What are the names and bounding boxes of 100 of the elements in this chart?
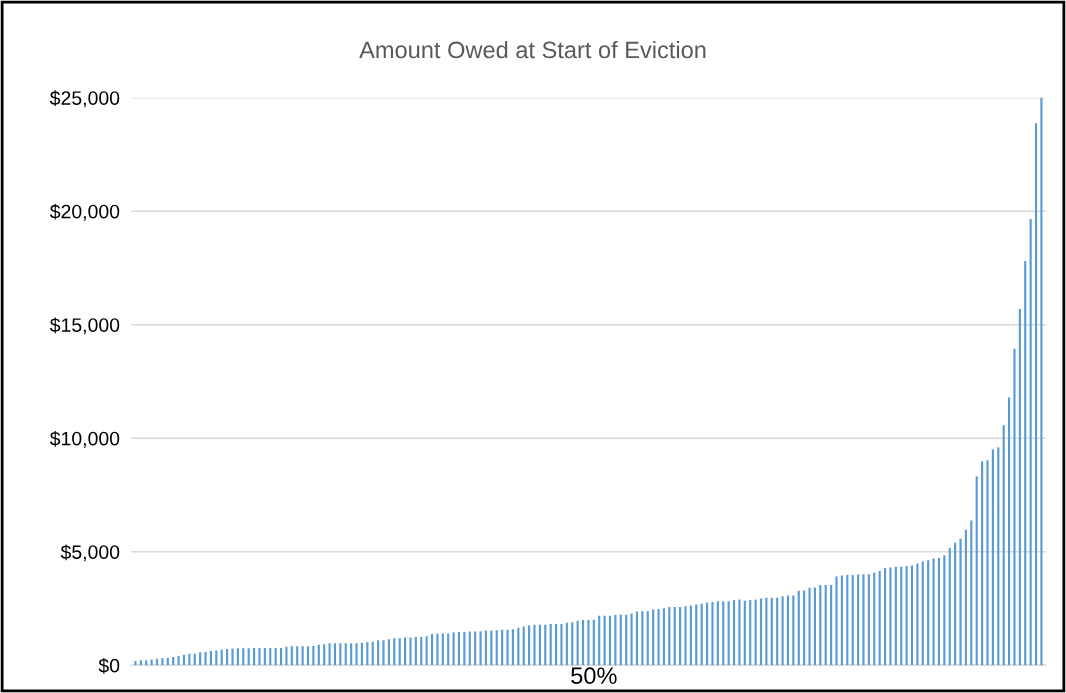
bar xyxy=(528,625,531,666)
bar xyxy=(883,567,887,666)
bar xyxy=(867,574,870,666)
bar xyxy=(975,476,978,666)
bar xyxy=(474,631,477,666)
bar xyxy=(145,660,148,666)
bar xyxy=(1002,425,1005,666)
bar xyxy=(754,599,757,666)
bar xyxy=(803,590,806,666)
bar xyxy=(706,602,709,666)
bar xyxy=(301,646,304,666)
bar xyxy=(851,574,854,666)
bar xyxy=(247,648,250,666)
bar xyxy=(813,587,817,666)
bar xyxy=(722,601,725,666)
bar xyxy=(592,619,595,666)
bar xyxy=(242,648,245,666)
bar xyxy=(878,571,881,666)
bar xyxy=(204,651,207,666)
bar xyxy=(441,633,444,666)
bar xyxy=(463,631,466,666)
bar xyxy=(916,563,919,666)
bar xyxy=(835,576,838,666)
bar xyxy=(333,643,337,666)
bar xyxy=(285,646,288,666)
y-tick-label: $5,000 xyxy=(60,544,120,562)
bar xyxy=(635,611,639,666)
bar xyxy=(565,622,568,666)
bar xyxy=(382,640,385,666)
bar xyxy=(506,629,509,666)
bar xyxy=(355,643,358,666)
bar xyxy=(1024,260,1027,666)
bar xyxy=(409,637,412,666)
bar xyxy=(1008,397,1011,666)
bar xyxy=(657,608,660,666)
bar xyxy=(1013,348,1016,666)
bar xyxy=(533,624,536,666)
bar xyxy=(177,655,180,666)
bar xyxy=(765,597,768,666)
bar xyxy=(738,599,741,666)
bar xyxy=(668,606,671,666)
bar xyxy=(377,640,380,666)
bar xyxy=(997,447,1000,666)
bar xyxy=(258,648,261,666)
bar xyxy=(792,595,795,666)
bar xyxy=(900,566,903,666)
bar xyxy=(932,558,935,666)
bar xyxy=(425,636,428,666)
bar xyxy=(679,606,682,666)
chart-title: Amount Owed at Start of Eviction xyxy=(359,40,706,59)
bar xyxy=(161,658,164,666)
bar xyxy=(576,620,579,666)
bar xyxy=(490,630,493,666)
bar xyxy=(889,567,892,666)
y-tick-label: $20,000 xyxy=(49,203,120,221)
bar xyxy=(943,555,946,666)
bar xyxy=(328,643,331,666)
bar xyxy=(749,600,752,666)
bar xyxy=(447,633,450,666)
bar xyxy=(641,611,644,666)
y-tick-label: $25,000 xyxy=(49,90,120,108)
bar xyxy=(964,529,968,666)
bar xyxy=(387,639,390,666)
bar xyxy=(684,606,687,666)
bar xyxy=(511,629,515,666)
bar xyxy=(549,623,552,666)
bar xyxy=(598,615,601,666)
bar xyxy=(1034,123,1038,666)
bar xyxy=(360,642,364,666)
bar xyxy=(544,624,547,666)
bar xyxy=(625,614,628,666)
bar xyxy=(484,630,488,666)
bar xyxy=(344,643,347,666)
bar xyxy=(619,614,622,666)
bar xyxy=(781,596,784,666)
bar xyxy=(371,641,374,666)
bar xyxy=(253,648,256,666)
bar xyxy=(555,623,558,666)
bar xyxy=(522,626,525,666)
bar xyxy=(986,460,989,666)
bar xyxy=(910,565,914,666)
bar xyxy=(236,648,239,666)
bar xyxy=(393,638,396,666)
bar xyxy=(954,542,957,666)
bar xyxy=(727,601,730,666)
bar xyxy=(366,642,369,666)
bar xyxy=(495,630,498,666)
bar xyxy=(921,561,924,666)
bar xyxy=(420,636,423,666)
bar xyxy=(927,560,930,666)
y-tick-label: $0 xyxy=(98,657,120,674)
bar xyxy=(862,574,865,666)
bar xyxy=(134,660,137,666)
bar xyxy=(662,608,666,666)
bar xyxy=(1040,97,1043,666)
bar xyxy=(581,620,585,666)
bar xyxy=(209,650,213,666)
bar xyxy=(840,575,843,666)
bar xyxy=(652,609,655,666)
bar xyxy=(970,520,973,666)
